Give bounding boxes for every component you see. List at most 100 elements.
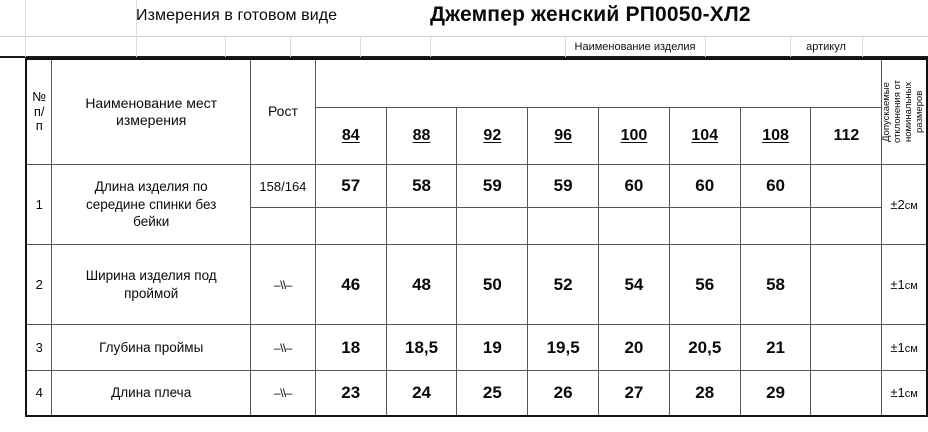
header-height: Рост (249, 58, 316, 165)
cell-r3-108: 21 (739, 324, 812, 371)
row-name-2: Ширина изделия под проймой (51, 244, 251, 325)
row-name-line1: Длина изделия по (94, 179, 208, 195)
header-no-line3: п (35, 118, 43, 134)
row-height-1: 158/164 (249, 164, 316, 208)
grid-line (565, 37, 566, 57)
grid-line (225, 37, 226, 57)
row-tolerance-4: ±1см (881, 370, 928, 416)
size-header-96: 96 (527, 107, 600, 165)
cell-r3-84: 18 (314, 324, 387, 371)
cell-r3-88: 18,5 (385, 324, 458, 371)
cell-r1b-88 (385, 207, 458, 245)
grid-line (360, 37, 361, 57)
size-header-108: 108 (739, 107, 812, 165)
tolerance-value: ±2 (890, 197, 905, 212)
row-height-4: –\\– (249, 370, 316, 416)
cell-r1-92: 59 (456, 164, 529, 208)
grid-line (25, 37, 26, 57)
cell-r2-92: 50 (456, 244, 529, 325)
cell-r3-104: 20,5 (668, 324, 741, 371)
cell-r3-92: 19 (456, 324, 529, 371)
row-height-3: –\\– (249, 324, 316, 371)
size-header-100: 100 (598, 107, 670, 165)
row-name-line2: проймой (124, 285, 179, 301)
cell-r1-100: 60 (598, 164, 670, 208)
cell-r1-112 (810, 164, 883, 208)
header-tolerance: Допускаемые отклонения от номинальных ра… (881, 58, 928, 165)
cell-r1-84: 57 (314, 164, 387, 208)
tolerance-value: ±1 (890, 340, 905, 355)
cell-r2-96: 52 (527, 244, 600, 325)
cell-r4-96: 26 (527, 370, 600, 416)
cell-r2-104: 56 (668, 244, 741, 325)
table-row: 1 Длина изделия по середине спинки без б… (25, 164, 928, 245)
cell-r2-108: 58 (739, 244, 812, 325)
table-row: 4 Длина плеча –\\– 23 24 25 26 27 28 29 … (25, 370, 928, 416)
cell-r4-88: 24 (385, 370, 458, 416)
cell-r1b-92 (456, 207, 529, 245)
document-subtitle: Измерения в готовом виде (136, 7, 338, 24)
row-tolerance-1: ±2см (881, 164, 928, 245)
row-height-2: –\\– (249, 244, 316, 325)
row-number-2: 2 (25, 244, 53, 325)
tolerance-unit: см (904, 343, 918, 355)
cell-r1b-112 (810, 207, 883, 245)
cell-r2-88: 48 (385, 244, 458, 325)
size-header-84: 84 (314, 107, 387, 165)
grid-line (136, 0, 137, 37)
size-header-104: 104 (668, 107, 741, 165)
cell-r4-84: 23 (314, 370, 387, 416)
header-no-line1: № (32, 88, 47, 104)
table-row-continuation (26, 207, 927, 245)
caption-article: артикул (806, 41, 846, 53)
cell-r3-100: 20 (598, 324, 670, 371)
row-name-4: Длина плеча (51, 370, 251, 416)
row-number-1: 1 (25, 164, 53, 245)
size-header-88: 88 (385, 107, 458, 165)
cell-r2-112 (810, 244, 883, 325)
grid-line (862, 37, 863, 57)
cell-r1b-108 (739, 207, 812, 245)
caption-product-name: Наименование изделия (574, 41, 696, 53)
cell-r3-112 (810, 324, 883, 371)
table-header-top-row: № п/ п Наименование мест измерения Рост … (25, 58, 928, 165)
grid-line (25, 0, 26, 37)
cell-r1b-100 (598, 207, 670, 245)
row-name-line2: середине спинки без (86, 196, 217, 212)
caption-band: Наименование изделия артикул (0, 37, 928, 58)
header-no-line2: п/ (33, 103, 45, 119)
table-row: 3 Глубина проймы –\\– 18 18,5 19 19,5 20… (25, 324, 928, 371)
row-height-1b (249, 207, 316, 245)
cell-r4-92: 25 (456, 370, 529, 416)
measurements-table: № п/ п Наименование мест измерения Рост … (25, 58, 928, 417)
document-title: Джемпер женский РП0050-ХЛ2 (430, 3, 751, 26)
header-tolerance-label: Допускаемые отклонения от номинальных ра… (881, 80, 926, 144)
row-name-3: Глубина проймы (51, 324, 251, 371)
row-tolerance-2: ±1см (881, 244, 928, 325)
grid-line (430, 37, 431, 57)
grid-line (290, 37, 291, 57)
row-name-line1: Длина плеча (111, 384, 192, 400)
size-header-92: 92 (456, 107, 529, 165)
tolerance-value: ±1 (890, 277, 905, 292)
row-number-4: 4 (25, 370, 53, 416)
grid-line (790, 37, 791, 57)
title-band: Измерения в готовом виде Джемпер женский… (0, 0, 928, 37)
cell-r1-108: 60 (739, 164, 812, 208)
row-number-3: 3 (25, 324, 53, 371)
cell-r3-96: 19,5 (527, 324, 600, 371)
tolerance-unit: см (904, 280, 918, 292)
tolerance-unit: см (904, 200, 918, 212)
tolerance-unit: см (904, 388, 918, 401)
cell-r2-84: 46 (314, 244, 387, 325)
header-sizes-group (314, 58, 883, 109)
cell-r4-108: 29 (739, 370, 812, 416)
row-name-line1: Ширина изделия под (85, 267, 217, 283)
cell-r1b-104 (668, 207, 741, 245)
grid-line (136, 37, 137, 57)
cell-r4-104: 28 (668, 370, 741, 416)
cell-r4-112 (810, 370, 883, 416)
size-header-112: 112 (810, 107, 883, 165)
grid-line (705, 37, 706, 57)
